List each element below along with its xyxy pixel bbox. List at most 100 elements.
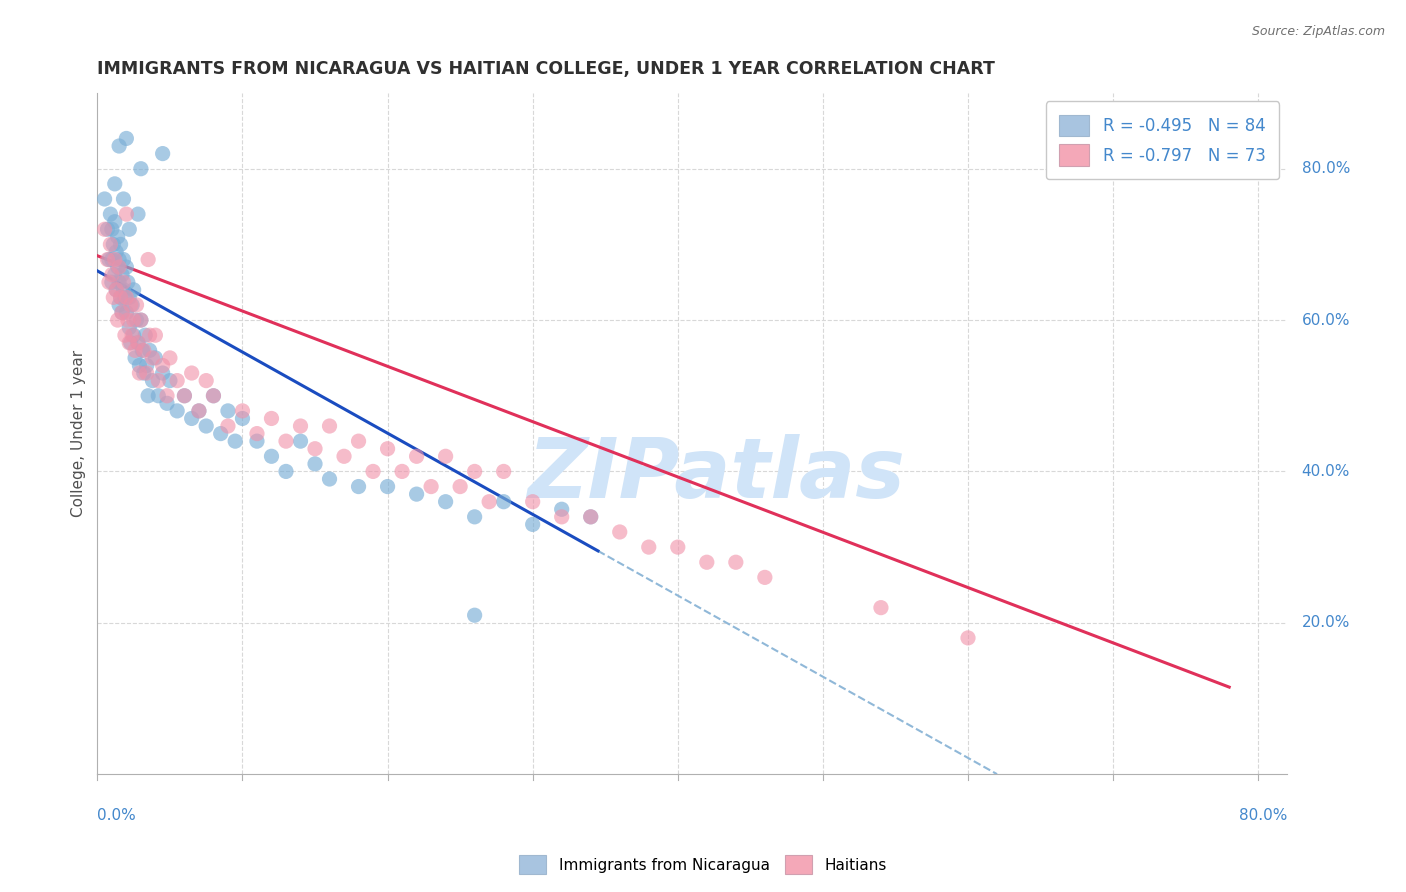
Point bbox=[127, 207, 149, 221]
Point bbox=[131, 343, 153, 358]
Point bbox=[120, 298, 142, 312]
Point bbox=[246, 434, 269, 449]
Point bbox=[134, 328, 156, 343]
Point bbox=[125, 313, 148, 327]
Point bbox=[117, 313, 139, 327]
Point bbox=[117, 275, 139, 289]
Point bbox=[202, 389, 225, 403]
Point bbox=[464, 465, 486, 479]
Point bbox=[159, 351, 181, 365]
Point bbox=[347, 479, 370, 493]
Point bbox=[420, 479, 443, 493]
Point bbox=[112, 252, 135, 267]
Point bbox=[115, 207, 138, 221]
Point bbox=[118, 335, 141, 350]
Point bbox=[115, 305, 138, 319]
Point bbox=[318, 472, 340, 486]
Point bbox=[405, 450, 427, 464]
Point bbox=[145, 351, 167, 365]
Point bbox=[209, 426, 232, 441]
Point bbox=[449, 479, 471, 493]
Point bbox=[304, 442, 326, 456]
Point bbox=[125, 298, 148, 312]
Point bbox=[107, 313, 129, 327]
Point bbox=[115, 131, 138, 145]
Point bbox=[956, 631, 979, 645]
Point bbox=[478, 494, 501, 508]
Point bbox=[156, 396, 179, 410]
Point bbox=[122, 283, 145, 297]
Point bbox=[136, 389, 159, 403]
Point bbox=[405, 487, 427, 501]
Point bbox=[579, 509, 602, 524]
Point bbox=[138, 343, 160, 358]
Point bbox=[127, 335, 149, 350]
Point bbox=[260, 450, 283, 464]
Text: ZIPatlas: ZIPatlas bbox=[527, 434, 905, 515]
Point bbox=[101, 268, 124, 282]
Point bbox=[135, 366, 157, 380]
Point bbox=[148, 389, 170, 403]
Point bbox=[361, 465, 384, 479]
Point bbox=[122, 328, 145, 343]
Point bbox=[551, 502, 574, 516]
Y-axis label: College, Under 1 year: College, Under 1 year bbox=[72, 350, 86, 517]
Point bbox=[104, 252, 127, 267]
Point bbox=[108, 298, 131, 312]
Point bbox=[121, 328, 143, 343]
Point bbox=[97, 275, 120, 289]
Point bbox=[124, 343, 146, 358]
Point bbox=[110, 290, 132, 304]
Point bbox=[290, 434, 312, 449]
Point bbox=[111, 305, 134, 319]
Point bbox=[128, 359, 150, 373]
Point bbox=[666, 540, 689, 554]
Point bbox=[138, 328, 160, 343]
Point bbox=[112, 192, 135, 206]
Point bbox=[492, 494, 515, 508]
Point bbox=[224, 434, 246, 449]
Point bbox=[104, 268, 127, 282]
Point bbox=[637, 540, 659, 554]
Point bbox=[122, 313, 145, 327]
Point bbox=[103, 237, 125, 252]
Point bbox=[112, 275, 135, 289]
Point bbox=[103, 290, 125, 304]
Point bbox=[104, 215, 127, 229]
Point bbox=[464, 509, 486, 524]
Point bbox=[111, 305, 134, 319]
Point bbox=[166, 374, 188, 388]
Point bbox=[579, 509, 602, 524]
Point bbox=[492, 465, 515, 479]
Point bbox=[127, 335, 149, 350]
Point bbox=[195, 419, 218, 434]
Point bbox=[274, 465, 297, 479]
Point bbox=[110, 237, 132, 252]
Point bbox=[152, 146, 174, 161]
Text: 60.0%: 60.0% bbox=[1302, 312, 1350, 327]
Point bbox=[105, 283, 128, 297]
Point bbox=[180, 411, 202, 425]
Point bbox=[333, 450, 356, 464]
Point bbox=[551, 509, 574, 524]
Point bbox=[522, 517, 544, 532]
Point bbox=[290, 419, 312, 434]
Point bbox=[101, 252, 124, 267]
Point bbox=[114, 328, 136, 343]
Point bbox=[96, 222, 118, 236]
Point bbox=[217, 419, 239, 434]
Text: Source: ZipAtlas.com: Source: ZipAtlas.com bbox=[1251, 25, 1385, 38]
Point bbox=[141, 374, 163, 388]
Point bbox=[115, 260, 138, 274]
Point bbox=[187, 404, 209, 418]
Point bbox=[107, 230, 129, 244]
Point bbox=[173, 389, 195, 403]
Point bbox=[152, 359, 174, 373]
Point bbox=[132, 366, 155, 380]
Point bbox=[132, 343, 155, 358]
Point bbox=[93, 222, 115, 236]
Point bbox=[260, 411, 283, 425]
Point bbox=[187, 404, 209, 418]
Point bbox=[173, 389, 195, 403]
Point bbox=[180, 366, 202, 380]
